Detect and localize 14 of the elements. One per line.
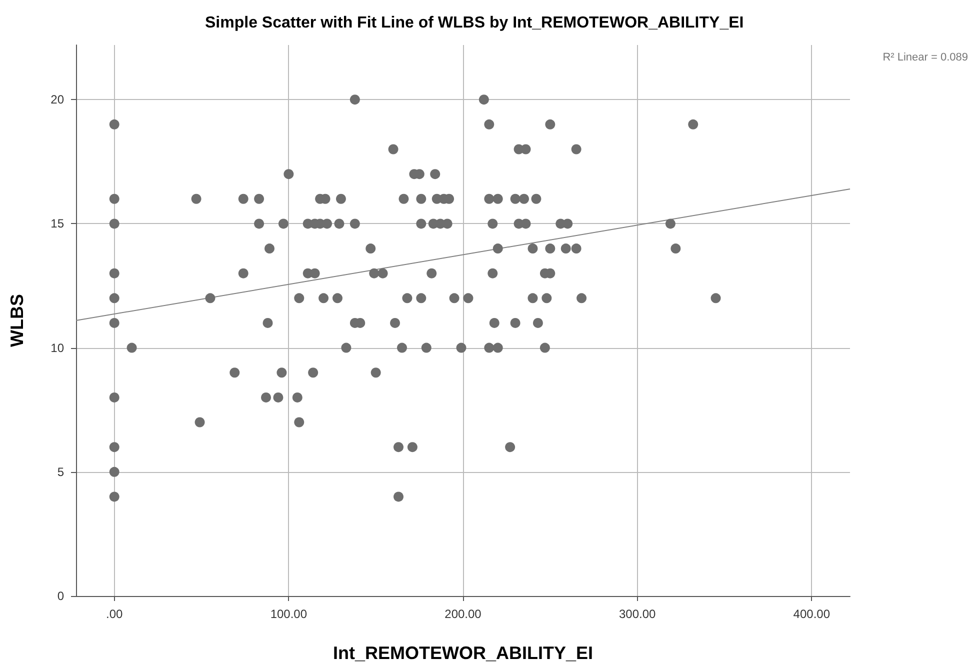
x-tick-label: 300.00 bbox=[618, 607, 656, 621]
y-tick-label: 20 bbox=[50, 92, 64, 107]
x-tick-label: 200.00 bbox=[444, 607, 482, 621]
y-tick-label: 10 bbox=[50, 340, 64, 355]
y-tick-label: 0 bbox=[57, 589, 64, 603]
x-axis-title: Int_REMOTEWOR_ABILITY_EI bbox=[332, 643, 594, 663]
x-tick-label: 100.00 bbox=[270, 607, 308, 621]
y-tick-label: 5 bbox=[57, 464, 64, 479]
chart-title: Simple Scatter with Fit Line of WLBS by Int_REMOTEWOR_ABILITY_EI bbox=[205, 14, 744, 32]
y-axis-title: WLBS bbox=[7, 294, 27, 347]
text: R² Linear = 0.089 bbox=[882, 52, 968, 64]
y-tick-label: 15 bbox=[50, 216, 64, 231]
x-tick-label: .00 bbox=[106, 607, 124, 621]
x-tick-label: 400.00 bbox=[793, 607, 830, 621]
